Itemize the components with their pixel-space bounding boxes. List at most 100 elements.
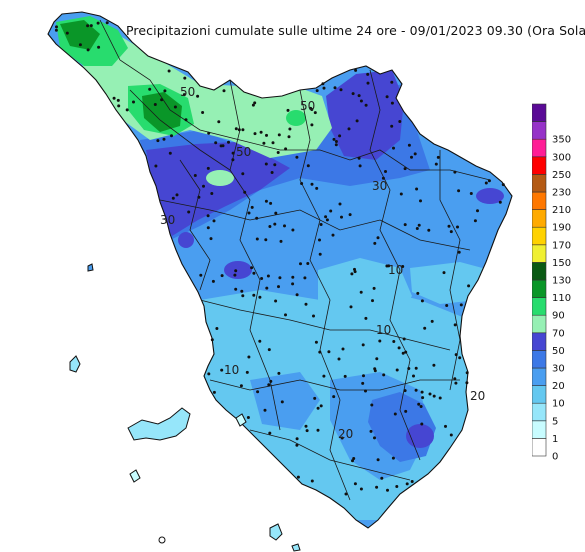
station-dot — [260, 277, 264, 280]
station-dot — [432, 394, 436, 398]
station-dot — [420, 299, 424, 303]
legend-label: 0 — [552, 452, 558, 463]
legend-swatch — [532, 262, 547, 281]
station-dot — [445, 304, 449, 307]
station-dot — [373, 241, 377, 245]
station-dot — [412, 374, 415, 378]
station-dot — [318, 350, 322, 354]
station-dot — [284, 313, 287, 317]
station-dot — [361, 381, 365, 385]
contour-label: 30 — [160, 213, 175, 227]
station-dot — [319, 404, 323, 408]
station-dot — [384, 170, 387, 173]
legend-swatch — [532, 209, 547, 228]
station-dot — [459, 303, 463, 307]
station-dot — [279, 239, 283, 243]
legend-label: 20 — [552, 381, 565, 392]
legend: 0 1 5 10 20 30 50 70 90 110 130 150 170 190 210 230 250 3… — [532, 103, 571, 463]
station-dot — [318, 252, 322, 256]
station-dot — [355, 119, 359, 123]
station-dot — [284, 147, 288, 151]
station-dot — [240, 289, 244, 293]
station-dot — [295, 443, 299, 447]
station-dot — [337, 357, 341, 361]
station-dot — [305, 429, 309, 433]
station-dot — [206, 214, 210, 218]
station-dot — [96, 21, 100, 25]
zone-110-130-apuane — [142, 92, 182, 132]
station-dot — [273, 222, 277, 226]
station-dot — [201, 111, 205, 114]
station-dot — [416, 291, 420, 295]
island-giannutri — [291, 543, 301, 552]
legend-swatch — [532, 191, 547, 210]
legend-swatch — [532, 438, 547, 457]
legend-swatch — [532, 314, 547, 334]
station-dot — [321, 82, 325, 86]
station-dot — [401, 351, 405, 355]
station-dot — [364, 389, 367, 393]
legend-label: 5 — [552, 416, 558, 427]
station-dot — [233, 273, 237, 277]
station-dot — [212, 219, 216, 223]
station-dot — [209, 237, 213, 241]
station-dot — [375, 485, 379, 489]
station-dot — [353, 482, 357, 486]
station-dot — [255, 237, 259, 241]
station-dot — [358, 164, 362, 168]
station-dot — [467, 284, 471, 288]
station-dot — [259, 130, 263, 134]
station-dot — [359, 290, 363, 294]
island-elba — [127, 407, 191, 441]
station-dot — [344, 492, 348, 496]
legend-swatch — [532, 367, 547, 386]
station-dot — [295, 437, 299, 441]
station-dot — [351, 459, 354, 463]
station-dot — [318, 238, 321, 242]
station-dot — [303, 276, 307, 280]
station-dot — [353, 270, 357, 274]
station-dot — [277, 285, 280, 289]
station-dot — [220, 368, 224, 372]
station-dot — [334, 143, 338, 147]
station-dot — [407, 143, 411, 147]
station-dot — [405, 482, 409, 486]
station-dot — [382, 373, 386, 377]
legend-swatch — [532, 350, 547, 369]
station-dot — [414, 388, 418, 392]
station-dot — [125, 108, 129, 112]
zone-10-20-centre — [318, 258, 412, 322]
station-dot — [417, 223, 421, 227]
contour-label: 10 — [376, 323, 391, 337]
station-dot — [286, 108, 290, 112]
station-dot — [270, 171, 274, 174]
station-dot — [295, 293, 299, 297]
station-dot — [380, 476, 384, 480]
station-dot — [231, 151, 235, 155]
station-dot — [359, 487, 363, 491]
islands — [69, 263, 301, 552]
station-dot — [210, 192, 214, 195]
station-dot — [313, 111, 317, 115]
station-dot — [364, 103, 368, 107]
station-dot — [376, 458, 380, 462]
station-dot — [325, 218, 329, 222]
station-dot — [268, 431, 272, 435]
station-dot — [315, 186, 319, 190]
station-dot — [338, 202, 342, 206]
station-dot — [399, 192, 403, 196]
station-dot — [413, 152, 417, 156]
station-dot — [354, 68, 358, 72]
station-dot — [340, 436, 344, 440]
station-dot — [202, 184, 205, 188]
station-dot — [163, 89, 167, 93]
station-dot — [267, 348, 271, 352]
station-dot — [310, 479, 314, 483]
station-dot — [391, 456, 395, 460]
station-dot — [397, 346, 401, 350]
station-dot — [276, 151, 280, 154]
station-dot — [457, 189, 461, 193]
station-dot — [454, 353, 458, 357]
station-dot — [314, 340, 318, 344]
